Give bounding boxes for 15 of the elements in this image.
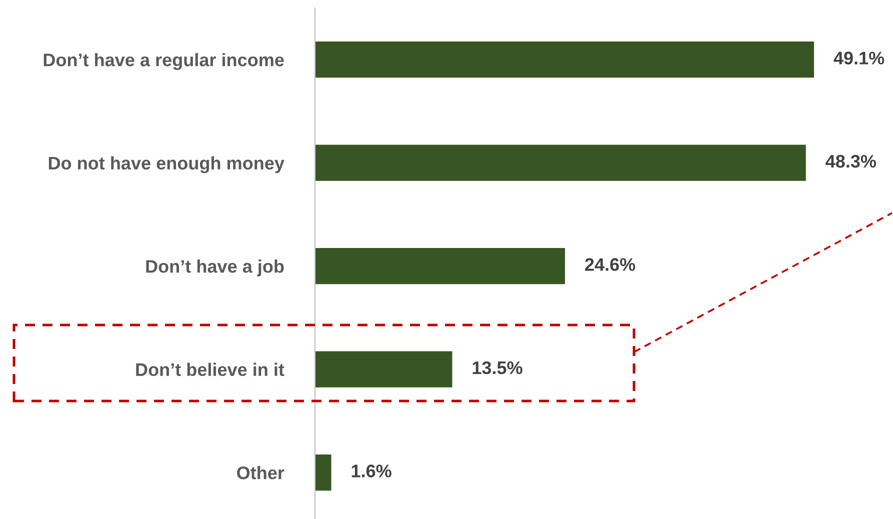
y-tick-label: Don’t have a regular income [44, 53, 284, 70]
y-tick-label: Don’t have a job [146, 260, 284, 276]
data-label: 1.6% [352, 464, 392, 478]
data-label: 13.5% [472, 361, 522, 374]
data-label: 24.6% [585, 258, 636, 271]
y-tick-label: Do not have enough money [48, 156, 284, 174]
bar [315, 454, 332, 491]
y-tick-label: Don’t believe in it [136, 362, 284, 376]
bar [315, 144, 806, 181]
bar [315, 351, 452, 388]
y-tick-label: Other [237, 466, 284, 480]
data-label: 48.3% [826, 154, 876, 168]
data-label: 49.1% [834, 52, 884, 64]
bar [315, 42, 814, 78]
bar [315, 248, 566, 284]
